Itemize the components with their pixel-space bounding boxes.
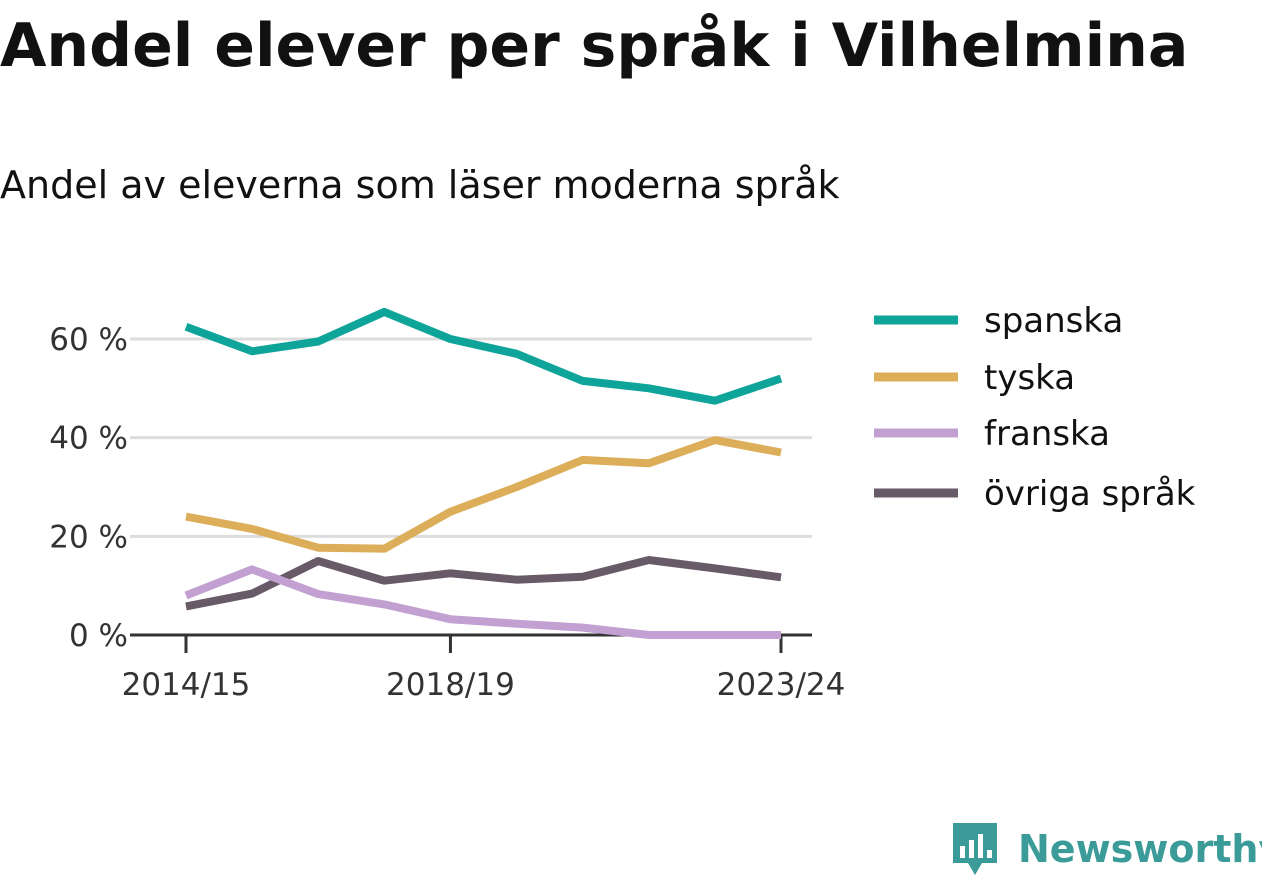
- y-tick-label: 20 %: [49, 519, 128, 555]
- legend-label: franska: [984, 414, 1110, 454]
- y-tick-label: 0 %: [69, 618, 128, 654]
- legend-label: övriga språk: [984, 474, 1196, 514]
- x-tick-label: 2018/19: [386, 667, 515, 703]
- grid-lines: [130, 337, 812, 538]
- series-line-spanska: [184, 307, 783, 405]
- series-line-tyska: [185, 436, 782, 553]
- series-line-övriga-språk: [185, 556, 782, 611]
- x-tick-label: 2014/15: [122, 667, 251, 703]
- y-tick-label: 60 %: [49, 322, 128, 358]
- series-lines: [184, 307, 783, 639]
- chart-subtitle: Andel av eleverna som läser moderna språ…: [0, 163, 840, 207]
- chart-title: Andel elever per språk i Vilhelmina: [0, 11, 1189, 81]
- legend-label: tyska: [984, 358, 1075, 398]
- newsworthy-logo-icon: [953, 823, 997, 875]
- brand-name: Newsworthy: [1018, 827, 1262, 871]
- y-tick-label: 40 %: [49, 421, 128, 457]
- series-line-franska: [184, 565, 781, 639]
- legend-label: spanska: [984, 301, 1123, 341]
- legend: spanska tyska franska övriga språk: [874, 301, 1196, 514]
- newsworthy-logo: Newsworthy: [950, 820, 1262, 878]
- x-tick-label: 2023/24: [717, 667, 846, 703]
